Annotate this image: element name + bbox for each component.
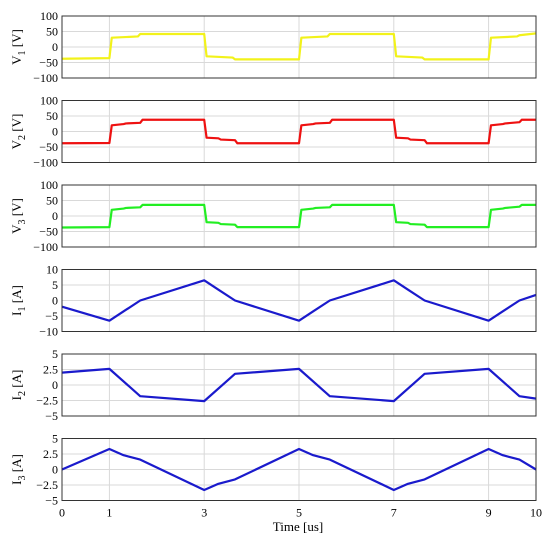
y-tick-label: −50 xyxy=(39,140,58,154)
y-tick-label: 2.5 xyxy=(43,447,58,461)
y-tick-label: 100 xyxy=(40,178,58,192)
x-tick-label: 3 xyxy=(201,506,207,520)
y-tick-label: 5 xyxy=(52,432,58,446)
subplot-4: 105 0−5 −10 I1 [A] xyxy=(9,263,537,339)
y-tick-label: 0 xyxy=(52,294,58,308)
y-axis-label-unit: [A] xyxy=(9,370,24,391)
x-tick-label: 1 xyxy=(106,506,112,520)
subplot-frame xyxy=(61,438,537,501)
y-tick-label: −100 xyxy=(33,156,58,170)
y-axis-label-main: V xyxy=(9,55,24,65)
y-tick-label: −100 xyxy=(33,240,58,254)
subplot-frame xyxy=(61,15,537,79)
x-tick-label: 9 xyxy=(486,506,492,520)
y-axis-label-sub: 3 xyxy=(17,219,28,224)
y-tick-label: 5 xyxy=(52,278,58,292)
y-axis-label-sub: 2 xyxy=(17,135,28,140)
subplot-frame xyxy=(61,353,537,417)
y-axis-label-unit: [A] xyxy=(9,285,24,306)
y-axis-label: I3 [A] xyxy=(9,454,28,485)
y-tick-label: 0 xyxy=(52,125,58,139)
y-axis-label-sub: 2 xyxy=(17,391,28,396)
y-tick-label: −5 xyxy=(45,409,58,423)
series-line xyxy=(61,447,537,492)
y-tick-label: 5 xyxy=(52,347,58,361)
x-tick-label: 5 xyxy=(296,506,302,520)
subplot-frame xyxy=(61,184,537,248)
y-tick-label: 10 xyxy=(46,263,58,277)
y-axis-label-main: V xyxy=(9,224,24,234)
subplot-5: 5 2.50 −2.5−5 I2 [A] xyxy=(9,347,537,423)
y-axis-label-unit: [V] xyxy=(9,198,24,219)
y-tick-label: 100 xyxy=(40,9,58,23)
x-axis-label: Time [us] xyxy=(273,519,323,534)
y-axis-label-sub: 1 xyxy=(17,50,28,55)
y-axis-label-unit: [A] xyxy=(9,454,24,475)
y-tick-label: −2.5 xyxy=(36,394,58,408)
y-tick-label: −2.5 xyxy=(36,478,58,492)
y-tick-label: −5 xyxy=(45,309,58,323)
y-tick-label: −10 xyxy=(39,325,58,339)
y-tick-label: 0 xyxy=(52,463,58,477)
subplot-frame xyxy=(61,100,537,163)
y-tick-label: 50 xyxy=(46,25,58,39)
y-tick-label: 0 xyxy=(52,209,58,223)
series-line xyxy=(61,203,536,229)
subplot-6: 52.5 0−2.5 −5 I3 [A] xyxy=(9,432,537,508)
y-tick-label: 0 xyxy=(52,378,58,392)
y-tick-label: 50 xyxy=(46,194,58,208)
y-tick-label: 0 xyxy=(52,40,58,54)
y-axis-label: I1 [A] xyxy=(9,285,28,316)
series-line xyxy=(61,367,537,403)
y-axis-label: V2 [V] xyxy=(9,114,28,150)
x-tick-label: 0 xyxy=(59,506,65,520)
y-tick-label: 2.5 xyxy=(43,363,58,377)
y-tick-label: −50 xyxy=(39,56,58,70)
subplot-1: 100 500 −50−100 V1 [V] xyxy=(9,9,537,85)
y-tick-label: −50 xyxy=(39,225,58,239)
series-line xyxy=(61,118,536,145)
y-tick-label: −100 xyxy=(33,71,58,85)
subplot-3: 100 500 −50−100 V3 [V] xyxy=(9,178,537,254)
x-tick-label: 10 xyxy=(530,506,542,520)
series-line xyxy=(61,32,537,61)
y-axis-label-unit: [V] xyxy=(9,114,24,135)
y-axis-label: V1 [V] xyxy=(9,29,28,65)
series-line xyxy=(61,279,537,322)
x-tick-label: 7 xyxy=(391,506,397,520)
subplot-frame xyxy=(61,269,537,332)
y-tick-label: 100 xyxy=(40,94,58,108)
y-axis-label-main: I xyxy=(9,311,24,315)
y-tick-label: 50 xyxy=(46,109,58,123)
y-axis-label: V3 [V] xyxy=(9,198,28,234)
x-tick-labels: 0 1 3 5 7 9 10 xyxy=(59,506,542,520)
y-axis-label-sub: 1 xyxy=(17,306,28,311)
y-axis-label-main: I xyxy=(9,480,24,484)
y-axis-label-unit: [V] xyxy=(9,29,24,50)
y-axis-label-sub: 3 xyxy=(17,475,28,480)
y-axis-label: I2 [A] xyxy=(9,370,28,401)
y-tick-label: −5 xyxy=(45,494,58,508)
y-axis-label-main: V xyxy=(9,139,24,149)
y-axis-label-main: I xyxy=(9,396,24,400)
